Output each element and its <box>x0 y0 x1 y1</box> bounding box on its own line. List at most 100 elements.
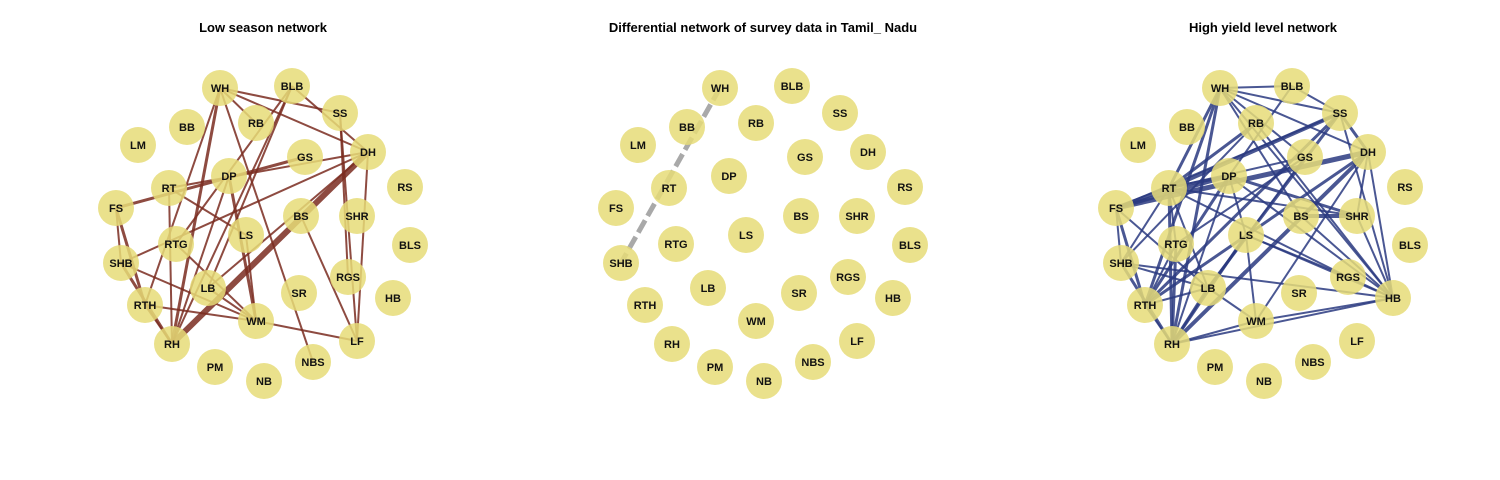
edge-dh-rt <box>168 151 369 189</box>
node-circle <box>127 287 163 323</box>
node-bs: BS <box>1283 198 1319 234</box>
edge-dp-rh <box>1171 175 1230 345</box>
node-shr: SHR <box>339 198 375 234</box>
node-circle <box>1246 363 1282 399</box>
node-label: SR <box>791 288 806 300</box>
edge-gs-rtg <box>1175 156 1306 245</box>
node-circle <box>781 275 817 311</box>
edge-wh-rh <box>1170 87 1222 345</box>
node-label: RGS <box>1336 272 1360 284</box>
node-circle <box>738 303 774 339</box>
node-circle <box>1350 134 1386 170</box>
node-circle <box>392 227 428 263</box>
node-circle <box>850 134 886 170</box>
node-blb: BLB <box>274 68 310 104</box>
node-label: RB <box>748 118 764 130</box>
node-label: BS <box>293 211 308 223</box>
edge-dh-lf <box>356 151 369 342</box>
node-circle <box>1127 287 1163 323</box>
node-circle <box>787 139 823 175</box>
node-circle <box>202 70 238 106</box>
node-label: BLS <box>899 240 921 252</box>
node-pm: PM <box>1197 349 1233 385</box>
node-bls: BLS <box>1392 227 1428 263</box>
node-circle <box>1283 198 1319 234</box>
node-circle <box>103 245 139 281</box>
node-circle <box>697 349 733 385</box>
edge-dp-rh <box>171 175 230 345</box>
node-circle <box>620 127 656 163</box>
node-label: RTH <box>134 300 157 312</box>
node-shb: SHB <box>1103 245 1139 281</box>
node-label: RS <box>897 182 912 194</box>
node-bs: BS <box>283 198 319 234</box>
node-circle <box>1287 139 1323 175</box>
node-label: LM <box>1130 140 1146 152</box>
node-label: BS <box>1293 211 1308 223</box>
node-rgs: RGS <box>330 259 366 295</box>
node-circle <box>295 344 331 380</box>
node-label: RTG <box>664 239 687 251</box>
node-circle <box>350 134 386 170</box>
node-ss: SS <box>1322 95 1358 131</box>
node-label: SHR <box>1345 211 1368 223</box>
node-label: RTH <box>1134 300 1157 312</box>
node-label: LS <box>739 230 753 242</box>
node-nbs: NBS <box>295 344 331 380</box>
node-rgs: RGS <box>830 259 866 295</box>
node-circle <box>339 323 375 359</box>
node-circle <box>1238 105 1274 141</box>
edge-dh-rh <box>1170 150 1370 346</box>
node-circle <box>627 287 663 323</box>
node-label: NBS <box>801 357 824 369</box>
node-label: SR <box>291 288 306 300</box>
node-lf: LF <box>839 323 875 359</box>
node-label: LM <box>630 140 646 152</box>
node-label: FS <box>1109 203 1123 215</box>
node-bls: BLS <box>392 227 428 263</box>
edge-dp-shr <box>1228 174 1358 218</box>
node-circle <box>169 109 205 145</box>
edge-wh-dh <box>1219 87 1369 153</box>
node-label: RTH <box>634 300 657 312</box>
node-layer-high-yield: WH BLB SS RB BB LM DH GS DP RT FS RS SHR BS LS RTG SHB BL… <box>1098 68 1428 399</box>
edge-ss-rgs <box>339 112 349 278</box>
node-label: RT <box>1162 183 1177 195</box>
node-label: BB <box>179 122 195 134</box>
node-label: SS <box>1333 108 1348 120</box>
node-circle <box>738 105 774 141</box>
node-label: WH <box>1211 83 1229 95</box>
node-rh: RH <box>1154 326 1190 362</box>
node-circle <box>197 349 233 385</box>
node-nb: NB <box>1246 363 1282 399</box>
edge-bs-lf <box>300 215 358 342</box>
node-nb: NB <box>246 363 282 399</box>
edge-layer-high-yield <box>1114 85 1394 346</box>
node-label: RS <box>397 182 412 194</box>
node-dp: DP <box>211 158 247 194</box>
node-sr: SR <box>281 275 317 311</box>
node-bls: BLS <box>892 227 928 263</box>
node-label: BB <box>679 122 695 134</box>
node-label: DH <box>860 147 876 159</box>
node-shr: SHR <box>839 198 875 234</box>
node-circle <box>151 170 187 206</box>
node-circle <box>1339 323 1375 359</box>
node-bs: BS <box>783 198 819 234</box>
node-circle <box>1202 70 1238 106</box>
node-rtg: RTG <box>158 226 194 262</box>
node-circle <box>120 127 156 163</box>
node-wh: WH <box>202 70 238 106</box>
node-circle <box>603 245 639 281</box>
edge-dh-rh <box>169 149 371 347</box>
node-circle <box>283 198 319 234</box>
node-circle <box>702 70 738 106</box>
edge-rt-rh <box>1167 187 1174 345</box>
node-label: LS <box>1239 230 1253 242</box>
node-label: HB <box>885 293 901 305</box>
node-circle <box>330 259 366 295</box>
node-hb: HB <box>375 280 411 316</box>
node-circle <box>830 259 866 295</box>
node-label: RGS <box>836 272 860 284</box>
